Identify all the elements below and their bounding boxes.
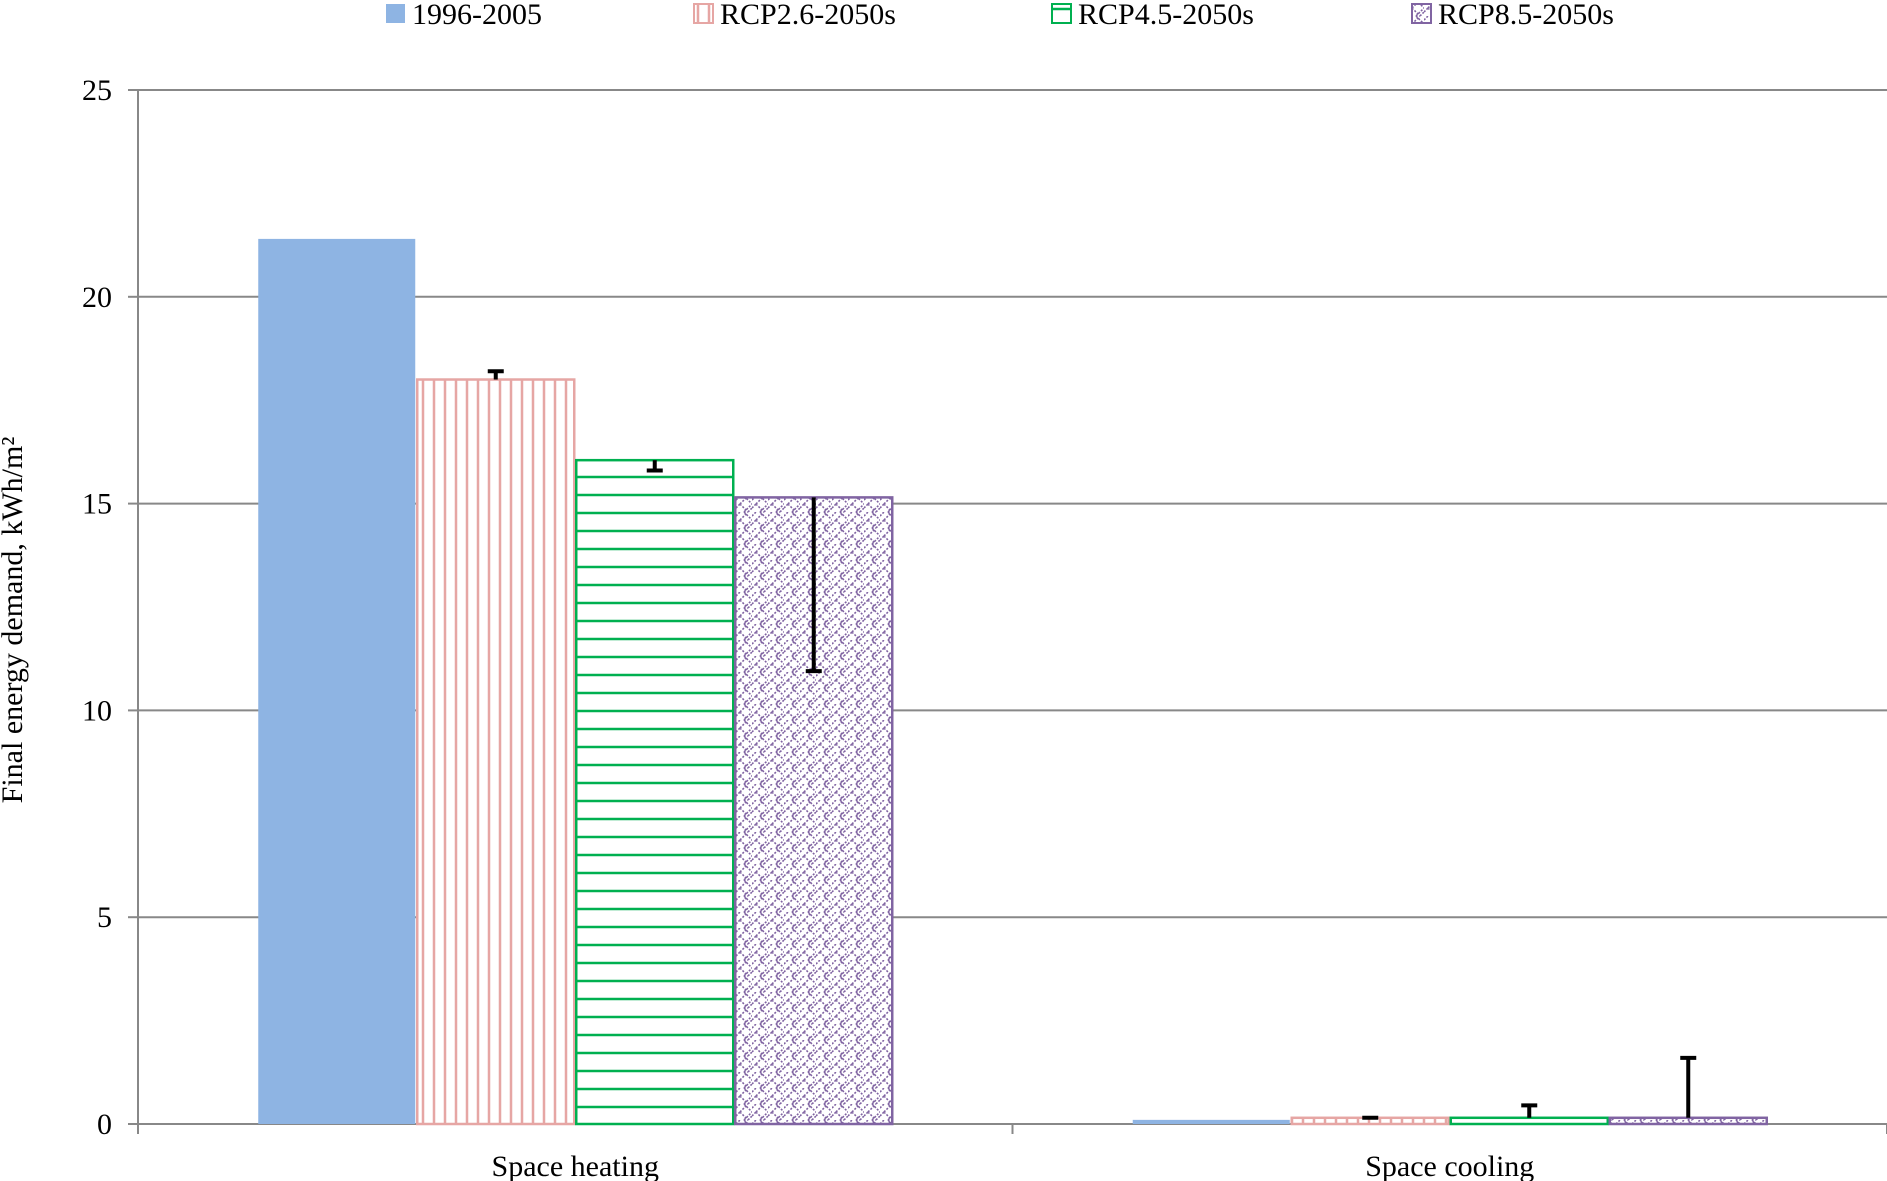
y-axis-title: Final energy demand, kWh/m² bbox=[0, 437, 29, 804]
bar bbox=[575, 458, 735, 1126]
legend-label: RCP8.5-2050s bbox=[1438, 0, 1614, 31]
bar bbox=[416, 378, 576, 1126]
legend-label: RCP4.5-2050s bbox=[1078, 0, 1254, 31]
legend-swatch bbox=[1411, 3, 1432, 24]
legend-label: 1996-2005 bbox=[412, 0, 542, 31]
y-tick-label: 15 bbox=[82, 488, 112, 521]
legend-swatch bbox=[693, 3, 714, 24]
y-tick-label: 20 bbox=[82, 281, 112, 314]
error-bars bbox=[487, 369, 1697, 1120]
x-category-label: Space cooling bbox=[1365, 1150, 1534, 1181]
bar bbox=[1132, 1119, 1290, 1124]
bar bbox=[258, 238, 416, 1124]
x-category-label: Space heating bbox=[492, 1150, 659, 1181]
y-tick-label: 10 bbox=[82, 694, 112, 727]
legend: 1996-2005 RCP2.6-2050s RCP4.5-2050s RCP8.5-… bbox=[386, 0, 1614, 31]
legend-swatch bbox=[1051, 3, 1072, 24]
y-tick-label: 0 bbox=[97, 1108, 112, 1141]
y-tick-label: 25 bbox=[82, 74, 112, 107]
axis-labels: 0 5 10 15 20 25 Space heating Space cooling bbox=[82, 74, 1534, 1181]
bar bbox=[1449, 1116, 1609, 1126]
legend-swatch bbox=[386, 4, 405, 23]
bar bbox=[1608, 1116, 1768, 1126]
y-tick-label: 5 bbox=[97, 901, 112, 934]
legend-label: RCP2.6-2050s bbox=[720, 0, 896, 31]
bars bbox=[258, 238, 1768, 1126]
